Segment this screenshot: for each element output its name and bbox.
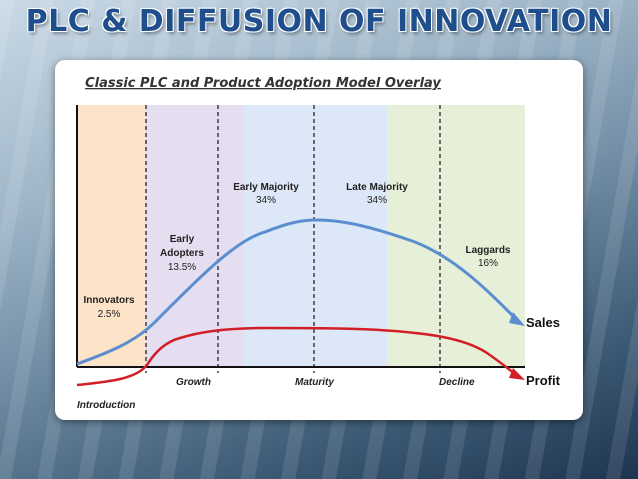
laggards-label: Laggards [465,245,510,256]
diagram-card: Classic PLC and Product Adoption Model O… [55,60,583,420]
profit-arrowhead [509,368,525,380]
sales-label: Sales [526,315,560,330]
early-adopters-pct: 13.5% [168,262,196,273]
early-adopters-label-line1: Early [170,234,195,245]
profit-curve [76,326,516,387]
early-majority-pct: 34% [256,195,276,206]
stage-growth: Growth [176,377,211,388]
diagram-title: Classic PLC and Product Adoption Model O… [85,76,441,91]
stage-decline: Decline [439,377,475,388]
stage-introduction: Introduction [77,400,135,411]
band-early-majority [244,105,387,367]
late-majority-label: Late Majority [346,182,408,193]
profit-label: Profit [526,373,561,388]
sales-arrowhead [509,312,525,326]
card-reflection [60,428,580,478]
innovators-label: Innovators [83,295,135,306]
late-majority-pct: 34% [367,195,387,206]
innovators-pct: 2.5% [98,309,121,320]
slide-title: PLC & DIFFUSION OF INNOVATION [25,4,613,39]
plc-diagram: Classic PLC and Product Adoption Model O… [76,76,561,411]
band-laggards [387,105,525,367]
sales-curve [76,218,517,366]
laggards-pct: 16% [478,258,498,269]
early-majority-label: Early Majority [233,182,299,193]
stage-dividers [145,105,441,373]
band-innovators [77,105,146,367]
stage-maturity: Maturity [295,377,334,388]
early-adopters-label-line2: Adopters [160,248,204,259]
band-early-adopters [146,105,244,367]
